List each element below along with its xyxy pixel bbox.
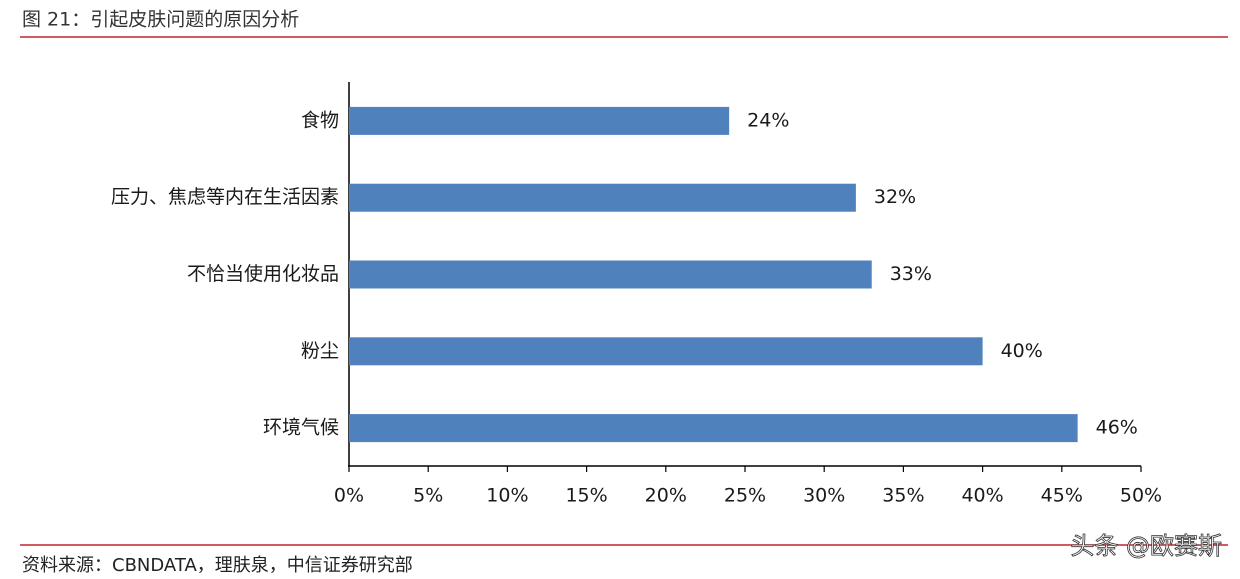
value-label: 33% (890, 263, 932, 285)
value-label: 46% (1096, 417, 1138, 439)
x-tick-label: 40% (961, 485, 1003, 507)
y-tick-label: 环境气候 (263, 417, 339, 439)
x-tick-label: 10% (486, 485, 528, 507)
source-note: 资料来源：CBNDATA，理肤泉，中信证券研究部 (22, 555, 413, 576)
x-tick-label: 0% (334, 485, 364, 507)
x-tick-label: 30% (803, 485, 845, 507)
y-tick-label: 压力、焦虑等内在生活因素 (111, 186, 339, 208)
x-tick-label: 20% (645, 485, 687, 507)
x-tick-label: 45% (1041, 485, 1083, 507)
x-tick-label: 15% (565, 485, 607, 507)
watermark: 头条 @欧赛斯 (1070, 532, 1222, 560)
x-tick-label: 50% (1120, 485, 1162, 507)
value-label: 32% (874, 186, 916, 208)
y-tick-label: 食物 (301, 109, 339, 131)
bar (349, 106, 730, 135)
bar (349, 260, 872, 289)
x-tick-label: 25% (724, 485, 766, 507)
bar (349, 414, 1078, 443)
x-tick-label: 5% (413, 485, 443, 507)
y-tick-label: 粉尘 (301, 340, 339, 362)
bar (349, 183, 856, 212)
value-label: 24% (747, 109, 789, 131)
x-tick-label: 35% (882, 485, 924, 507)
value-label: 40% (1001, 340, 1043, 362)
bar (349, 337, 983, 366)
chart-title: 图 21：引起皮肤问题的原因分析 (22, 9, 299, 31)
y-tick-label: 不恰当使用化妆品 (187, 263, 339, 285)
